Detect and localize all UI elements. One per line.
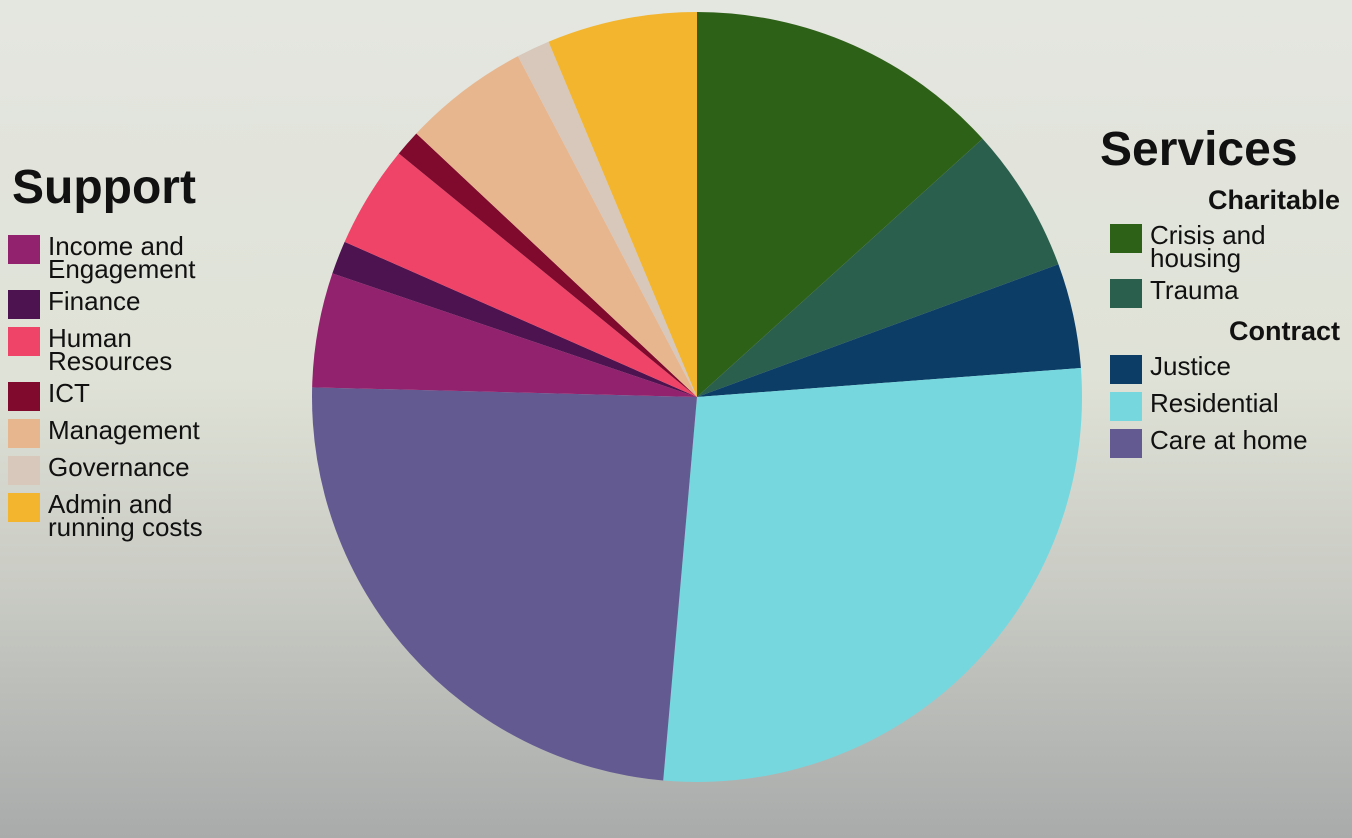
legend-label: Care at home	[1150, 424, 1308, 455]
pie-slice	[398, 133, 697, 397]
legend-label: Income and Engagement	[48, 231, 196, 285]
legend-swatch	[8, 235, 40, 264]
legend-title: Services	[1100, 122, 1350, 177]
legend-subtitle: Charitable	[1100, 185, 1350, 216]
legend-swatch	[1110, 354, 1142, 384]
pie-slice	[697, 264, 1081, 397]
legend-item: Management	[8, 414, 328, 448]
legend-subtitle-text: Contract	[1228, 315, 1340, 346]
legend-support: Support Income and Engagement Finance Human…	[8, 160, 328, 547]
legend-label: Crisis and housing	[1150, 220, 1266, 274]
pie-slice	[416, 56, 697, 397]
legend-item: Justice	[1110, 350, 1350, 384]
legend-title-text: Services	[1100, 123, 1298, 176]
legend-swatch	[1110, 428, 1142, 458]
legend-item: Human Resources	[8, 322, 328, 377]
legend-item: Admin and running costs	[8, 488, 328, 542]
legend-title-text: Support	[12, 161, 196, 214]
legend-label: Human Resources	[48, 322, 173, 377]
legend-swatch	[8, 455, 40, 485]
legend-label: Admin and running costs	[48, 488, 203, 542]
legend-label: Residential	[1150, 387, 1279, 418]
legend-label: Management	[48, 414, 200, 445]
pie-slice	[548, 12, 697, 397]
legend-subtitle: Contract	[1100, 316, 1350, 347]
pie-slice	[663, 367, 1082, 782]
legend-swatch	[8, 492, 40, 522]
legend-label: Justice	[1150, 350, 1231, 381]
pie-slice	[697, 138, 1059, 397]
legend-label: Finance	[48, 285, 141, 316]
pie-slice	[312, 273, 697, 397]
pie-slice	[517, 41, 697, 397]
legend-item: Income and Engagement	[8, 231, 328, 285]
legend-item: Trauma	[1110, 274, 1350, 308]
legend-label: ICT	[48, 377, 90, 408]
legend-item: Governance	[8, 451, 328, 485]
pie-slice	[332, 241, 697, 397]
legend-label: Governance	[48, 451, 190, 482]
pie-slice	[312, 387, 697, 781]
legend-services: Services Charitable Crisis and housing Trau…	[1100, 122, 1350, 466]
legend-swatch	[1110, 391, 1142, 421]
pie-slice	[697, 12, 983, 397]
pie-slice	[344, 153, 697, 397]
legend-item: Finance	[8, 285, 328, 319]
legend-item: ICT	[8, 377, 328, 411]
legend-title: Support	[12, 160, 328, 215]
legend-swatch	[8, 289, 40, 319]
legend-swatch	[8, 326, 40, 356]
legend-label: Trauma	[1150, 274, 1239, 305]
legend-item: Care at home	[1110, 424, 1350, 458]
legend-item: Crisis and housing	[1110, 220, 1350, 274]
legend-swatch	[1110, 224, 1142, 253]
legend-swatch	[8, 381, 40, 411]
legend-swatch	[8, 418, 40, 448]
legend-swatch	[1110, 278, 1142, 308]
legend-subtitle-text: Charitable	[1207, 185, 1340, 215]
legend-item: Residential	[1110, 387, 1350, 421]
